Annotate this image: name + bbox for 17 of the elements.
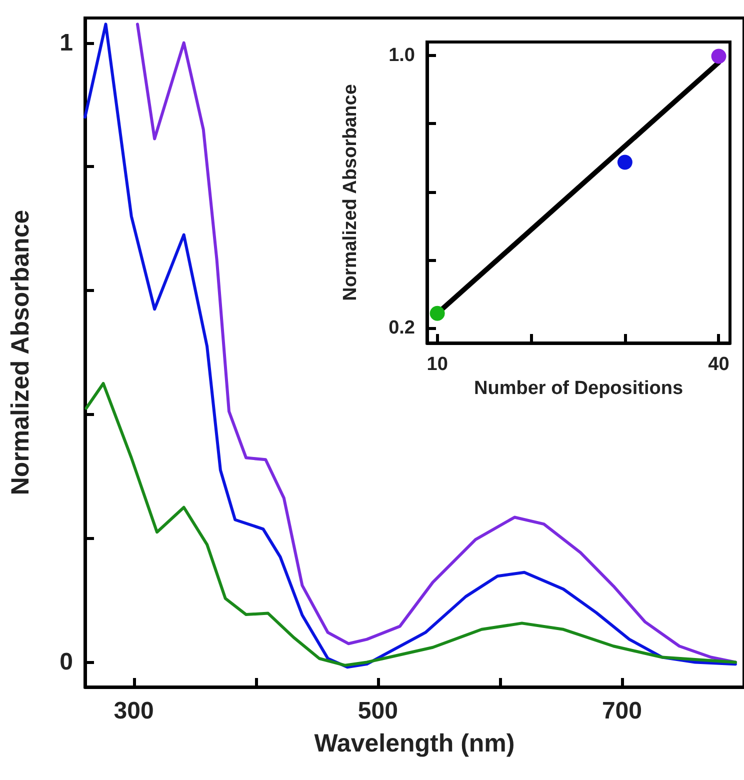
y-axis-title: Normalized Absorbance bbox=[340, 84, 361, 301]
y-tick-label: 0.2 bbox=[388, 318, 415, 339]
x-tick-label: 300 bbox=[114, 698, 154, 724]
x-tick-label: 40 bbox=[708, 354, 730, 375]
x-tick-label: 10 bbox=[426, 354, 448, 375]
x-tick-label: 500 bbox=[358, 698, 398, 724]
x-tick-label: 700 bbox=[602, 698, 642, 724]
point bbox=[617, 154, 632, 170]
y-tick-label: 1.0 bbox=[388, 45, 415, 66]
y-tick-label: 0 bbox=[60, 648, 73, 676]
y-tick-label: 1 bbox=[60, 29, 73, 56]
x-axis-title: Wavelength (nm) bbox=[314, 730, 515, 758]
x-axis-title: Number of Depositions bbox=[474, 378, 684, 399]
point bbox=[711, 48, 726, 64]
point bbox=[430, 306, 445, 321]
line-series bbox=[84, 382, 737, 667]
y-axis-title: Normalized Absorbance bbox=[6, 210, 34, 496]
